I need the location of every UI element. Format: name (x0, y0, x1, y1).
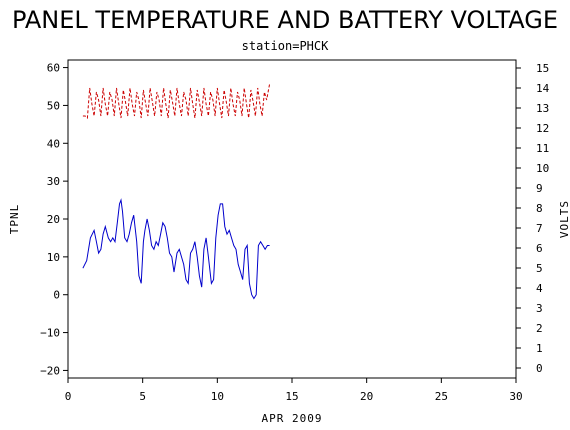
panel-temperature-line (82, 198, 270, 300)
y-left-tick-label: 10 (47, 251, 60, 264)
y-right-tick-label: 8 (536, 202, 543, 215)
y-right-tick-label: 11 (536, 142, 549, 155)
y-right-tick-label: 12 (536, 122, 549, 135)
y-right-tick-label: 6 (536, 242, 543, 255)
y-left-tick-label: 0 (53, 289, 60, 302)
x-tick-label: 15 (285, 390, 298, 403)
y-left-tick-label: 50 (47, 99, 60, 112)
y-right-tick-label: 13 (536, 102, 549, 115)
y-right-tick-label: 5 (536, 262, 543, 275)
y-right-tick-label: 14 (536, 82, 550, 95)
y-right-tick-label: 9 (536, 182, 543, 195)
chart-title: PANEL TEMPERATURE AND BATTERY VOLTAGE (12, 6, 558, 34)
x-axis-title: APR 2009 (262, 412, 323, 425)
chart-subtitle: station=PHCK (242, 39, 329, 53)
y-axis-left-title: TPNL (8, 204, 21, 235)
x-tick-label: 0 (65, 390, 72, 403)
y-right-tick-label: 10 (536, 162, 549, 175)
x-tick-label: 30 (509, 390, 522, 403)
y-right-tick-label: 2 (536, 322, 543, 335)
y-right-tick-label: 15 (536, 62, 549, 75)
x-tick-label: 20 (360, 390, 373, 403)
x-axis: 0 5 10 15 20 25 30 (65, 378, 523, 403)
x-tick-label: 10 (211, 390, 224, 403)
x-tick-label: 5 (139, 390, 146, 403)
y-left-tick-label: 40 (47, 137, 60, 150)
y-axis-left: −20 −10 0 10 20 30 40 50 60 (40, 62, 68, 377)
y-left-tick-label: 20 (47, 213, 60, 226)
y-left-tick-label: 60 (47, 62, 60, 75)
y-right-tick-label: 1 (536, 342, 543, 355)
y-right-tick-label: 0 (536, 362, 543, 375)
y-right-tick-label: 7 (536, 222, 543, 235)
battery-voltage-line (82, 83, 271, 120)
y-right-tick-label: 4 (536, 282, 543, 295)
plot-frame (67, 59, 517, 379)
y-left-tick-label: −10 (40, 327, 60, 340)
y-axis-right-title: VOLTS (558, 200, 570, 238)
y-right-tick-label: 3 (536, 302, 543, 315)
y-left-tick-label: −20 (40, 364, 60, 377)
series-layer (82, 83, 271, 300)
y-left-tick-label: 30 (47, 175, 60, 188)
x-tick-label: 25 (435, 390, 448, 403)
